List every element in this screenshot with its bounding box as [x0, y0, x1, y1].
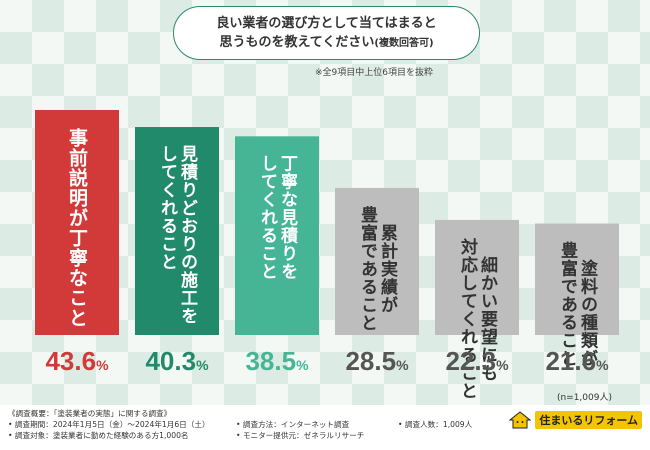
bar-category-label: 細かい要望にも [477, 255, 498, 382]
bar-value-label: 43.6% [45, 346, 109, 376]
bar-category-label: 累計実績が [377, 224, 398, 314]
bar [535, 223, 619, 335]
bar-category-label: 豊富であること [357, 205, 378, 332]
bar-category-label: 対応してくれること [457, 237, 479, 400]
footer-line: 《調査概要：「塗装業者の実態」に関する調査》 [8, 409, 172, 418]
footer-line: • 調査期間：2024年1月5日（金）～2024年1月6日（土） [8, 420, 210, 429]
house-icon [509, 411, 532, 429]
bar-category-label: 塗料の種類が [577, 258, 599, 367]
chart-title-box: 良い業者の選び方として当てはまると 思うものを教えてください(複数回答可) [173, 6, 480, 60]
footer-col-2: • 調査方法：インターネット調査 • モニター提供元：ゼネラルリサーチ [236, 419, 364, 441]
bar-category-label: してくれること [157, 145, 178, 271]
survey-footer: 《調査概要：「塗装業者の実態」に関する調査》 • 調査期間：2024年1月5日（… [0, 405, 650, 450]
bar-value-label: 40.3% [145, 346, 209, 376]
bar [435, 219, 519, 335]
chart-title-line1: 良い業者の選び方として当てはまると [216, 15, 437, 31]
bar-value-label: 28.5% [345, 346, 409, 376]
bar-category-label: 事前説明が丁寧なこと [66, 127, 88, 328]
footer-col-1: 《調査概要：「塗装業者の実態」に関する調査》 • 調査期間：2024年1月5日（… [8, 408, 210, 441]
bar [235, 136, 319, 335]
bar-value-label: 21.6% [545, 346, 609, 376]
bar-value-label: 22.3% [445, 346, 509, 376]
bar-category-label: してくれること [257, 154, 278, 280]
sample-size-label: (n=1,009人) [556, 393, 612, 403]
logo-text: 住まいるリフォーム [535, 411, 642, 429]
footer-line: • モニター提供元：ゼネラルリサーチ [236, 431, 365, 440]
footer-line: • 調査方法：インターネット調査 [236, 420, 350, 429]
brand-logo: 住まいるリフォーム [509, 411, 642, 429]
chart-title-line2: 思うものを教えてください(複数回答可) [219, 34, 434, 50]
bar-value-label: 38.5% [245, 346, 309, 376]
bar [135, 127, 219, 335]
bar-category-label: 豊富であること [557, 240, 578, 367]
footer-col-3: • 調査人数：1,009人 [398, 419, 472, 430]
bar-chart: 事前説明が丁寧なこと43.6%見積りどおりの施工をしてくれること40.3%丁寧な… [35, 110, 619, 400]
chart-subnote: ※全9項目中上位6項目を抜粋 [315, 68, 433, 78]
footer-line: • 調査人数：1,009人 [398, 420, 473, 429]
bar [335, 187, 419, 335]
bar-category-label: 見積りどおりの施工を [177, 145, 199, 325]
bar [35, 110, 119, 335]
footer-line: • 調査対象：塗装業者に勤めた経験のある方1,000名 [8, 431, 189, 440]
bar-category-label: 丁寧な見積りを [277, 154, 299, 280]
